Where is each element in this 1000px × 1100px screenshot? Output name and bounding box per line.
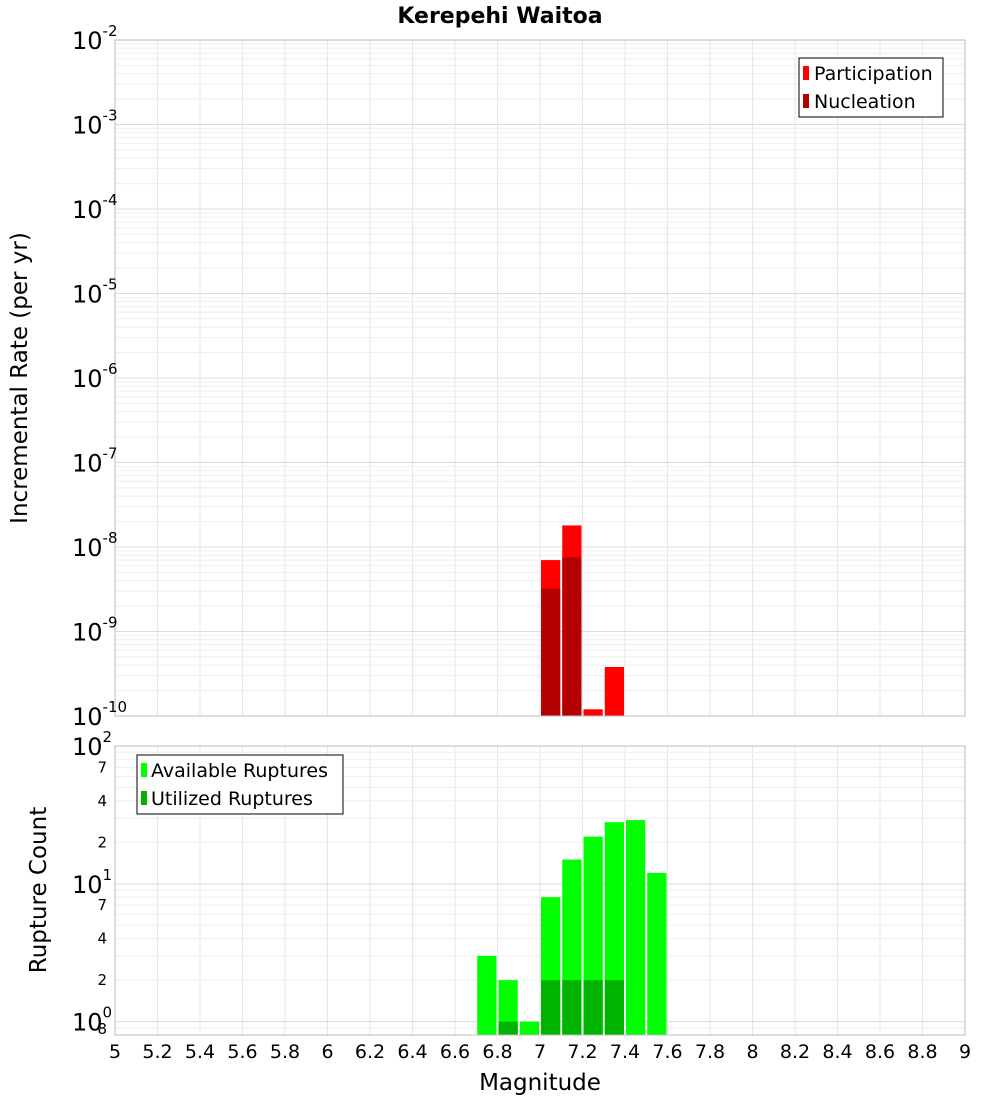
x-tick-label: 8.8 <box>907 1041 937 1063</box>
available-ruptures-bar <box>477 955 497 1035</box>
available-ruptures-legend-label: Available Ruptures <box>151 760 328 782</box>
bottom-y-minor-tick-label: 2 <box>97 971 107 989</box>
available-ruptures-bar <box>519 1021 539 1035</box>
x-tick-label: 5.2 <box>142 1041 172 1063</box>
utilized-ruptures-legend-swatch <box>141 791 147 805</box>
top-y-tick-label: 10-2 <box>72 22 118 55</box>
bottom-y-minor-tick-label: 2 <box>97 833 107 851</box>
nucleation-bar <box>541 588 561 716</box>
x-tick-label: 8.4 <box>822 1041 852 1063</box>
utilized-ruptures-bar <box>562 980 582 1035</box>
x-tick-label: 6 <box>321 1041 333 1063</box>
top-y-tick-label: 10-10 <box>72 698 127 731</box>
utilized-ruptures-bar <box>583 980 603 1035</box>
x-tick-label: 6.6 <box>440 1041 470 1063</box>
utilized-ruptures-bar <box>541 980 561 1035</box>
utilized-ruptures-bar <box>498 1021 518 1035</box>
nucleation-legend-label: Nucleation <box>814 91 916 113</box>
chart-title: Kerepehi Waitoa <box>397 4 602 29</box>
top-legend-box <box>798 57 944 118</box>
x-tick-label: 9 <box>959 1041 971 1063</box>
top-y-tick-label: 10-9 <box>72 614 118 647</box>
top-y-tick-label: 10-3 <box>72 107 118 140</box>
bottom-plot-frame <box>114 745 966 1036</box>
bottom-y-tick-label: 102 <box>72 728 112 761</box>
x-tick-label: 7 <box>534 1041 546 1063</box>
nucleation-legend-swatch <box>803 94 809 108</box>
x-tick-label: 6.8 <box>482 1041 512 1063</box>
bottom-y-tick-label: 100 <box>72 1004 112 1037</box>
top-legend: Participation Nucleation <box>798 57 944 118</box>
bottom-y-minor-tick-label: 4 <box>97 792 107 810</box>
top-panel: 10-10 10-9 10-8 10-7 10-6 10-5 10-4 10-3 10-2 In… <box>7 22 966 731</box>
x-tick-label: 8.2 <box>780 1041 810 1063</box>
participation-legend-label: Participation <box>814 63 933 85</box>
x-tick-label: 7.8 <box>695 1041 725 1063</box>
bottom-y-minor-tick-label: 7 <box>97 896 107 914</box>
x-tick-label: 6.2 <box>355 1041 385 1063</box>
x-tick-label: 5.8 <box>270 1041 300 1063</box>
bottom-bars <box>477 820 667 1035</box>
available-ruptures-bar <box>626 820 646 1035</box>
x-tick-labels: 5 5.2 5.4 5.6 5.8 6 6.2 6.4 6.6 6.8 7 7.2 7.4 7.6 7.8 8… <box>109 1041 971 1063</box>
x-tick-label: 8.6 <box>865 1041 895 1063</box>
participation-bar <box>604 667 624 716</box>
top-y-tick-label: 10-8 <box>72 529 118 562</box>
x-tick-label: 5 <box>109 1041 121 1063</box>
bottom-y-tick-label: 101 <box>72 866 112 899</box>
nucleation-bar <box>562 557 582 716</box>
utilized-ruptures-legend-label: Utilized Ruptures <box>151 788 313 810</box>
top-y-tick-label: 10-4 <box>72 191 118 224</box>
top-gridlines <box>114 40 966 717</box>
participation-legend-swatch <box>803 66 809 80</box>
top-y-tick-label: 10-7 <box>72 445 118 478</box>
x-tick-label: 7.4 <box>610 1041 640 1063</box>
participation-bar <box>583 709 603 716</box>
top-y-tick-label: 10-6 <box>72 360 118 393</box>
top-plot-frame <box>114 39 966 717</box>
top-y-tick-labels: 10-10 10-9 10-8 10-7 10-6 10-5 10-4 10-3 10-2 <box>72 22 127 731</box>
x-tick-label: 7.2 <box>567 1041 597 1063</box>
x-tick-label: 7.6 <box>652 1041 682 1063</box>
bottom-y-axis-label: Rupture Count <box>26 807 52 973</box>
x-tick-label: 5.4 <box>185 1041 215 1063</box>
top-y-axis-label: Incremental Rate (per yr) <box>7 232 33 524</box>
x-tick-label: 6.4 <box>397 1041 427 1063</box>
bottom-legend: Available Ruptures Utilized Ruptures <box>136 754 344 815</box>
top-bars <box>541 525 624 716</box>
utilized-ruptures-bar <box>604 980 624 1035</box>
bottom-legend-box <box>136 754 344 815</box>
bottom-y-minor-tick-label: 7 <box>97 758 107 776</box>
bottom-gridlines <box>114 746 966 1036</box>
available-ruptures-bar <box>647 872 667 1035</box>
x-tick-label: 5.6 <box>227 1041 257 1063</box>
bottom-y-minor-tick-label: 8 <box>97 1020 107 1038</box>
x-tick-label: 8 <box>746 1041 758 1063</box>
top-y-tick-label: 10-5 <box>72 276 118 309</box>
bottom-y-minor-tick-label: 4 <box>97 930 107 948</box>
available-ruptures-bar <box>498 980 518 1035</box>
x-axis-label: Magnitude <box>479 1070 601 1096</box>
available-ruptures-legend-swatch <box>141 763 147 777</box>
